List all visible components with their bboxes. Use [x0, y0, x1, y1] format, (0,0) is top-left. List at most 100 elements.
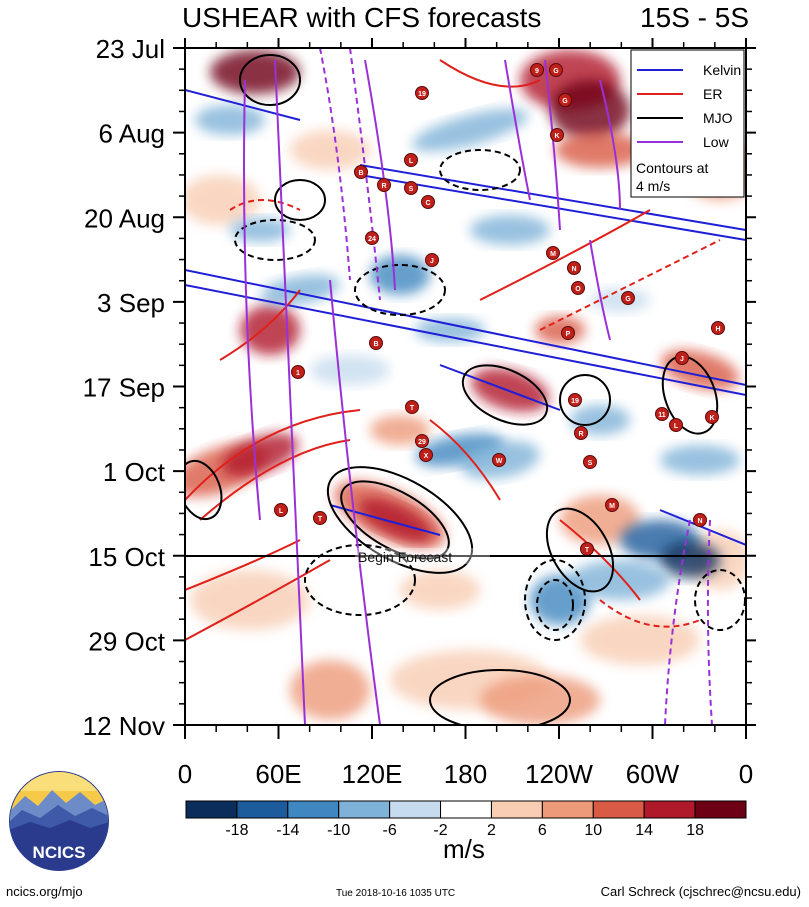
shading-cell	[590, 288, 650, 312]
shading-cell	[560, 495, 640, 545]
storm-marker: R	[574, 426, 588, 440]
storm-marker-label: S	[588, 460, 593, 467]
storm-marker-label: P	[566, 331, 571, 338]
storm-marker-label: S	[409, 186, 414, 193]
colorbar: -18 -14 -10 -6 -2 2 6 10 14 18	[185, 800, 747, 839]
colorbar-label: 18	[686, 822, 704, 839]
legend-note-line-1: Contours at	[636, 160, 708, 176]
mjo-contour	[429, 669, 571, 725]
colorbar-swatch	[236, 800, 289, 819]
storm-marker: W	[492, 453, 506, 467]
shading-cell	[471, 368, 549, 412]
x-axis: 0 60E 120E 180 120W 60W 0	[178, 38, 753, 789]
colorbar-label: -10	[327, 822, 350, 839]
storm-marker-label: O	[575, 286, 581, 293]
storm-marker-layer: 9 G 19 K G L B R S C 24 J M N O G H J P B 1 T 29 X W 19 R S 11 L K L T M N…	[274, 63, 725, 556]
mjo-contour	[559, 374, 611, 426]
storm-marker: N	[567, 261, 581, 275]
storm-marker: B	[369, 336, 383, 350]
colorbar-label: 2	[487, 822, 496, 839]
storm-marker: S	[583, 455, 597, 469]
shading-cell	[370, 415, 430, 445]
er-contour	[429, 419, 501, 501]
storm-marker: P	[561, 326, 575, 340]
storm-marker: X	[419, 448, 433, 462]
storm-marker: 1	[291, 365, 305, 379]
storm-marker: L	[669, 418, 683, 432]
storm-marker: 11	[655, 407, 669, 421]
colorbar-swatch	[287, 800, 340, 819]
storm-marker-label: J	[430, 258, 434, 265]
shading-cell	[415, 318, 485, 342]
y-tick-label: 20 Aug	[84, 203, 165, 233]
shading-cell	[555, 132, 645, 168]
storm-marker-label: B	[373, 341, 378, 348]
shading-cell	[230, 218, 290, 242]
storm-marker: K	[550, 128, 564, 142]
storm-marker: H	[711, 321, 725, 335]
storm-marker: T	[313, 511, 327, 525]
storm-marker: G	[549, 63, 563, 77]
footer-website: ncics.org/mjo	[6, 884, 83, 899]
low-contour	[349, 48, 381, 301]
er-contour	[185, 559, 331, 641]
legend: Kelvin ER MJO Low Contours at 4 m/s	[630, 49, 745, 198]
storm-marker-label: C	[425, 200, 430, 207]
x-tick-label: 60E	[255, 759, 301, 789]
kelvin-contour	[185, 89, 301, 121]
storm-marker-label: R	[381, 183, 386, 190]
footer-timestamp: Tue 2018-10-16 1035 UTC	[336, 888, 456, 899]
er-contour	[599, 599, 701, 628]
storm-marker: N	[693, 513, 707, 527]
colorbar-swatch	[185, 800, 238, 819]
storm-marker: 29	[415, 434, 429, 448]
colorbar-swatch	[389, 800, 442, 819]
colorbar-label: 14	[635, 822, 653, 839]
storm-marker: S	[404, 181, 418, 195]
storm-marker: B	[354, 165, 368, 179]
storm-marker-label: K	[709, 415, 714, 422]
mjo-contour	[326, 466, 474, 574]
storm-marker: K	[705, 410, 719, 424]
y-tick-label: 15 Oct	[88, 542, 165, 572]
kelvin-contour	[329, 504, 441, 536]
x-tick-label: 0	[178, 759, 192, 789]
colorbar-swatch	[643, 800, 696, 819]
storm-marker: M	[605, 498, 619, 512]
legend-label-low: Low	[703, 134, 730, 150]
legend-label-kelvin: Kelvin	[703, 62, 741, 78]
er-contour	[479, 209, 651, 301]
ncics-logo: NCICS	[9, 771, 109, 871]
storm-marker: R	[377, 178, 391, 192]
storm-marker-label: X	[424, 453, 429, 460]
shading-cell	[190, 570, 310, 630]
er-contour	[185, 539, 301, 591]
x-tick-label: 60W	[626, 759, 680, 789]
shading-cell	[480, 675, 600, 725]
colorbar-label: -14	[276, 822, 299, 839]
legend-note: Contours at	[636, 160, 708, 176]
legend-label-mjo: MJO	[703, 110, 733, 126]
colorbar-swatch	[592, 800, 645, 819]
colorbar-swatch	[490, 800, 543, 819]
colorbar-swatch	[440, 800, 492, 819]
shading-cell	[185, 175, 260, 225]
storm-marker-label: W	[496, 458, 503, 465]
y-tick-label: 1 Oct	[103, 457, 166, 487]
storm-marker-label: M	[550, 251, 556, 258]
storm-marker-label: N	[697, 518, 702, 525]
mjo-contour	[545, 507, 615, 593]
storm-marker: G	[621, 291, 635, 305]
colorbar-swatch	[541, 800, 594, 819]
kelvin-contour	[659, 509, 746, 546]
kelvin-contour	[439, 364, 561, 411]
low-contour	[664, 519, 691, 725]
er-contour	[219, 289, 301, 361]
low-contour	[274, 59, 306, 725]
x-tick-label: 180	[444, 759, 487, 789]
storm-marker-label: 24	[368, 236, 376, 243]
mjo-contour	[461, 364, 549, 426]
shading-cell	[358, 498, 432, 542]
storm-marker-label: T	[585, 547, 590, 554]
kelvin-contour	[359, 164, 746, 231]
